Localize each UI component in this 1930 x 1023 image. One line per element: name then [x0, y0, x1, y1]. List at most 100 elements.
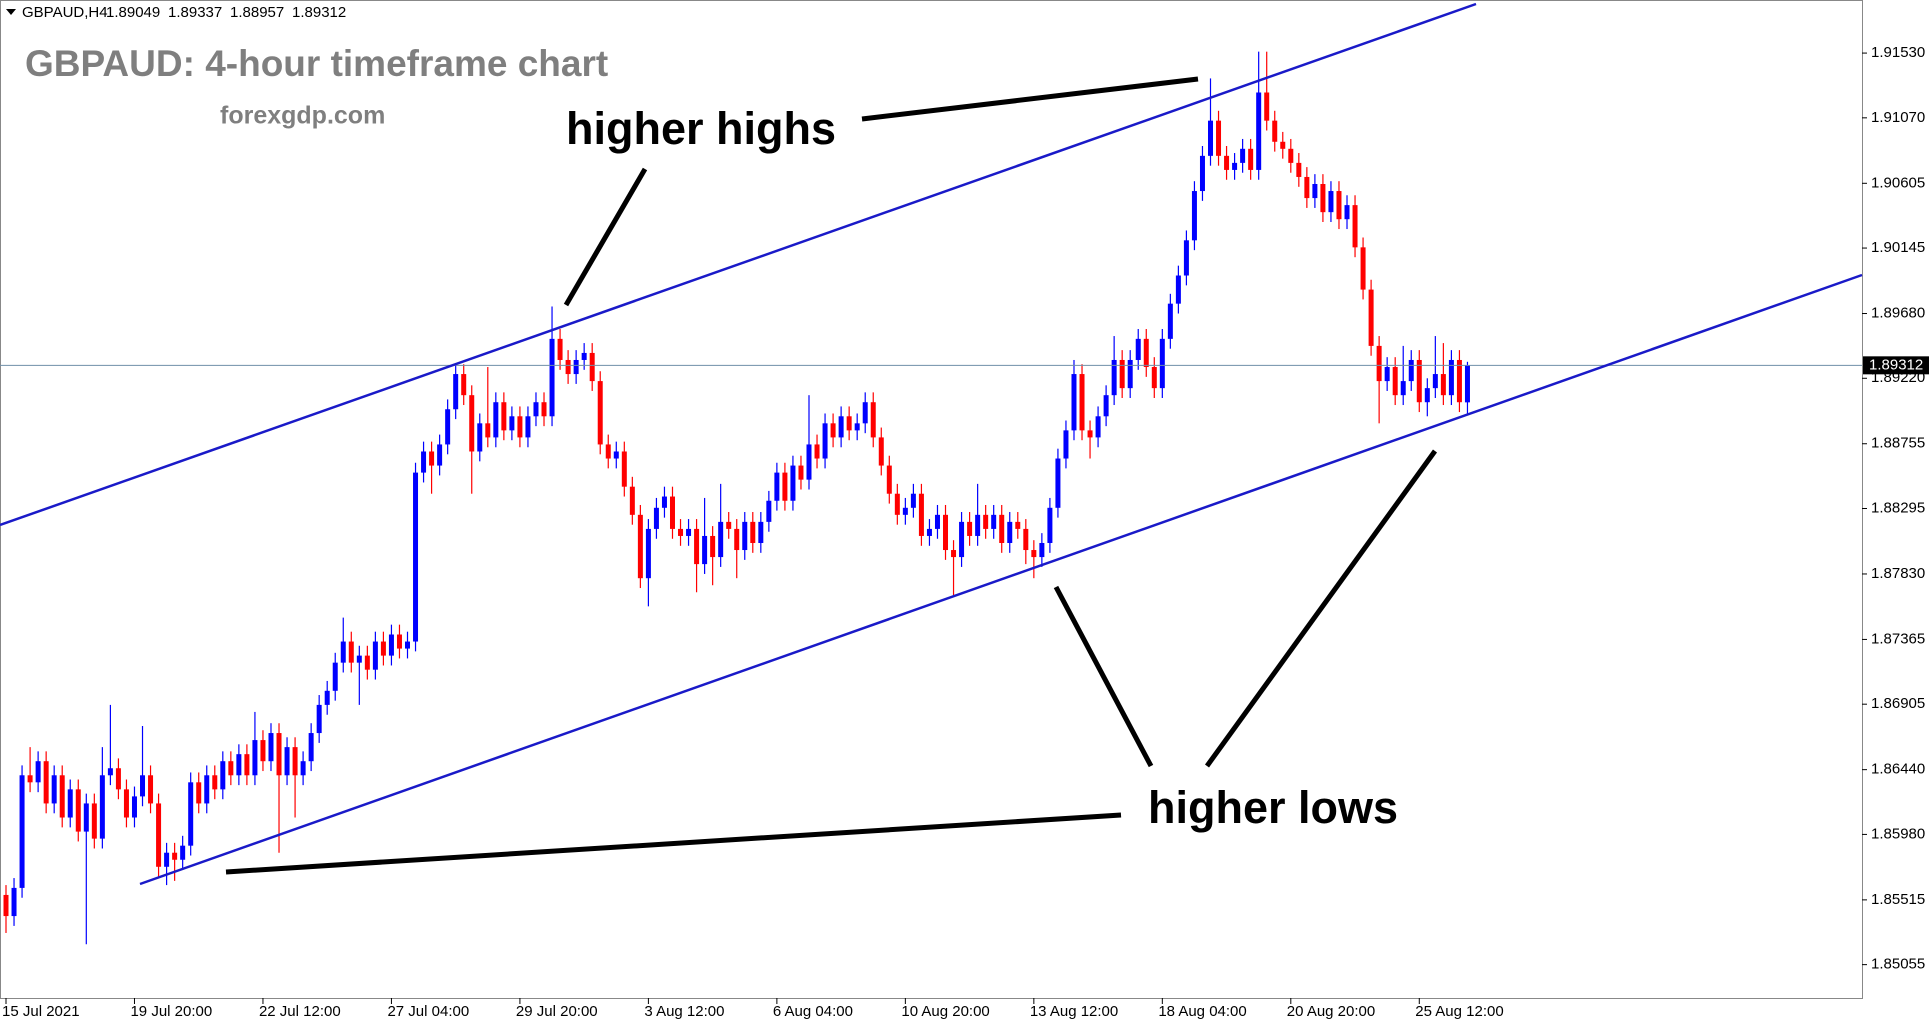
chart-title: GBPAUD: 4-hour timeframe chart [25, 43, 608, 84]
candle-body [1336, 191, 1342, 220]
candle-body [123, 789, 129, 818]
y-tick-label: 1.86905 [1871, 695, 1925, 712]
candle-body [220, 761, 226, 790]
candle-body [332, 662, 338, 691]
candle-body [67, 789, 73, 818]
candle-body [164, 852, 170, 867]
candle-body [421, 451, 427, 473]
candle-body [196, 782, 202, 804]
y-tick-label: 1.91530 [1871, 44, 1925, 61]
x-tick-label: 10 Aug 20:00 [901, 1003, 989, 1020]
candle-body [878, 437, 884, 466]
candle-body [107, 768, 113, 776]
candle-body [645, 528, 651, 579]
candle-body [284, 747, 290, 776]
annotation: higher highs [566, 103, 836, 154]
candle-body [517, 416, 523, 438]
candle-body [11, 887, 17, 917]
candle-body [653, 507, 659, 529]
pointer [225, 812, 1122, 875]
candle-body [742, 521, 748, 551]
candle-body [613, 451, 619, 459]
candle-body [1079, 374, 1085, 431]
candle-body [1047, 507, 1053, 543]
candle-body [340, 641, 346, 663]
candle-body [702, 535, 708, 565]
candle-body [493, 402, 499, 438]
candle-body [894, 493, 900, 515]
candle-body [782, 472, 788, 501]
candle-body [1216, 120, 1222, 156]
candle-body [83, 803, 89, 832]
candle-body [316, 704, 322, 734]
candle-body [806, 444, 812, 480]
candle-body [1400, 381, 1406, 396]
candle-body [1111, 359, 1117, 396]
candle-body [846, 416, 852, 431]
candle-body [268, 733, 274, 762]
candle-body [140, 775, 146, 797]
candle-body [1199, 155, 1205, 192]
candle-body [525, 416, 531, 438]
candle-body [1416, 359, 1422, 403]
candle-body [27, 775, 33, 783]
candle-body [1424, 388, 1430, 403]
low-value: 1.88957 [230, 4, 284, 21]
candle-body [1320, 184, 1326, 213]
candle-body [59, 775, 65, 818]
candle-body [541, 402, 547, 417]
candle-body [356, 655, 362, 663]
candle-body [597, 381, 603, 445]
candle-body [43, 761, 49, 804]
y-tick-label: 1.88295 [1871, 499, 1925, 516]
candle-body [1264, 92, 1270, 121]
candle-body [694, 528, 700, 565]
candle-body [1384, 367, 1390, 382]
y-tick-label: 1.89680 [1871, 304, 1925, 321]
candle-body [1151, 367, 1157, 389]
candle-body [1095, 416, 1101, 438]
candle-body [35, 761, 41, 783]
candle-body [774, 472, 780, 501]
chart-subtitle: forexgdp.com [220, 102, 385, 130]
candle-body [621, 451, 627, 487]
candle-body [975, 514, 981, 536]
candle-body [798, 465, 804, 480]
candle-body [533, 402, 539, 417]
candle-body [156, 803, 162, 867]
candle-body [637, 514, 643, 579]
candle-body [814, 444, 820, 459]
candle-body [388, 634, 394, 656]
candle-body [1376, 345, 1382, 382]
lower-channel-line [139, 273, 1863, 886]
candle-body [380, 641, 386, 656]
candle-body [405, 641, 410, 649]
candle-body [1256, 92, 1262, 170]
x-tick-label: 15 Jul 2021 [2, 1003, 80, 1020]
candle-body [1007, 521, 1013, 543]
candle-body [1440, 374, 1446, 396]
candle-body [1159, 338, 1165, 389]
candle-body [1240, 148, 1246, 163]
y-tick-label: 1.88755 [1871, 435, 1925, 452]
candle-body [902, 507, 908, 515]
candle-body [1031, 550, 1037, 558]
y-tick-label: 1.90605 [1871, 174, 1925, 191]
candle-body [951, 550, 957, 558]
candle-body [501, 402, 507, 431]
candle-body [276, 733, 282, 776]
candle-body [348, 641, 354, 663]
candle-body [1071, 374, 1077, 431]
candle-body [228, 761, 234, 776]
y-tick-label: 1.87830 [1871, 565, 1925, 582]
candle-body [469, 395, 475, 452]
candle-body [943, 514, 949, 551]
candle-body [726, 521, 732, 529]
candle-body [1312, 184, 1318, 199]
candle-body [148, 775, 154, 804]
candle-body [918, 493, 924, 536]
pointers [225, 76, 1438, 875]
candle-body [1408, 359, 1414, 382]
annotation: higher lows [1148, 782, 1398, 833]
